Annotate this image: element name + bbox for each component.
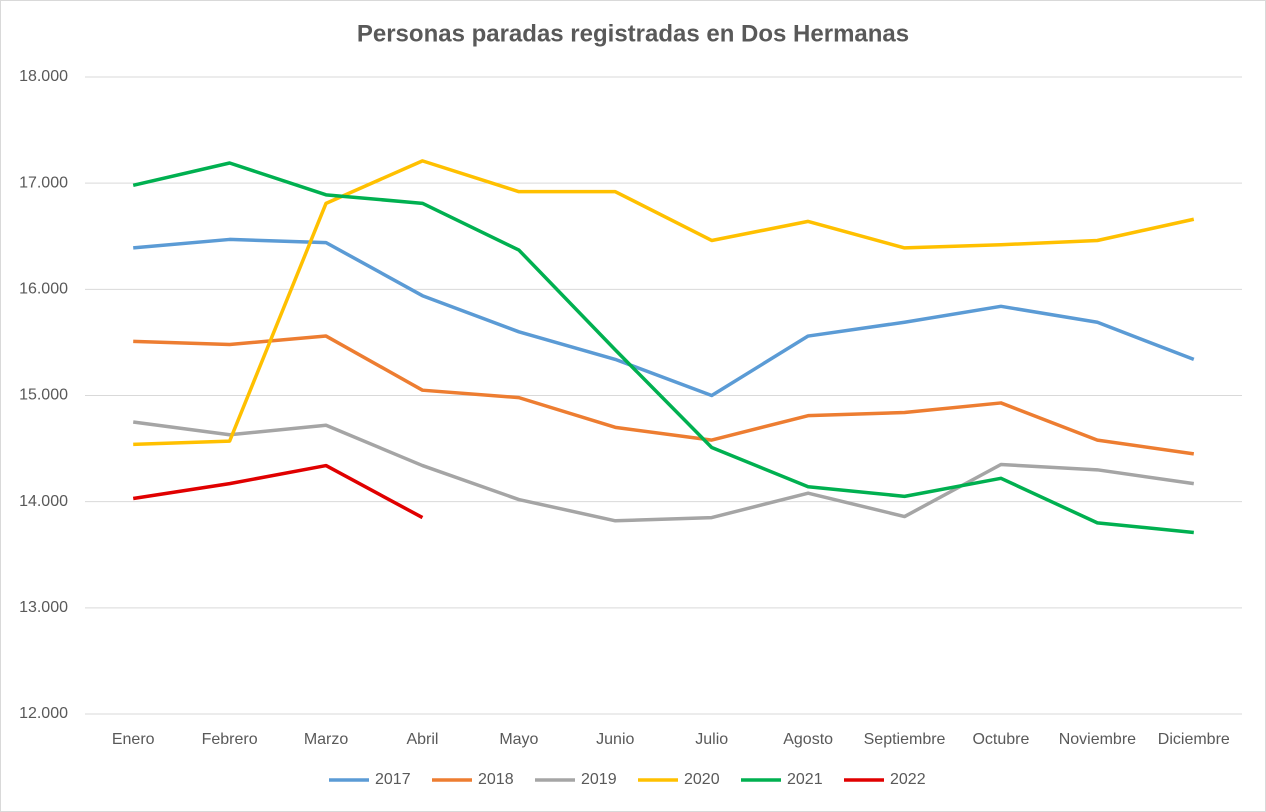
series-line <box>133 334 1195 456</box>
legend-label: 2022 <box>890 771 926 788</box>
legend-label: 2021 <box>787 771 823 788</box>
series-line <box>133 159 1195 447</box>
y-tick-label: 18.000 <box>19 68 68 85</box>
series-line <box>132 161 1194 535</box>
x-tick-label: Mayo <box>499 731 538 748</box>
x-tick-label: Marzo <box>304 731 349 748</box>
y-tick-label: 13.000 <box>19 599 68 616</box>
chart-title: Personas paradas registradas en Dos Herm… <box>357 20 909 47</box>
x-tick-label: Julio <box>695 731 728 748</box>
y-tick-label: 16.000 <box>19 281 68 298</box>
x-tick-label: Febrero <box>202 731 258 748</box>
y-tick-label: 14.000 <box>19 493 68 510</box>
legend-label: 2020 <box>684 771 720 788</box>
series-line <box>132 420 1195 523</box>
x-tick-label: Septiembre <box>864 731 946 748</box>
x-tick-label: Noviembre <box>1059 731 1136 748</box>
x-tick-label: Diciembre <box>1158 731 1230 748</box>
legend-label: 2018 <box>478 771 514 788</box>
x-tick-label: Octubre <box>972 731 1029 748</box>
y-tick-label: 15.000 <box>19 387 68 404</box>
legend-label: 2019 <box>581 771 617 788</box>
x-tick-label: Enero <box>112 731 155 748</box>
y-tick-label: 12.000 <box>19 705 68 722</box>
y-tick-label: 17.000 <box>19 174 68 191</box>
x-tick-label: Abril <box>406 731 438 748</box>
x-tick-label: Agosto <box>783 731 833 748</box>
legend-label: 2017 <box>375 771 411 788</box>
x-tick-label: Junio <box>596 731 634 748</box>
series-line <box>132 463 424 520</box>
